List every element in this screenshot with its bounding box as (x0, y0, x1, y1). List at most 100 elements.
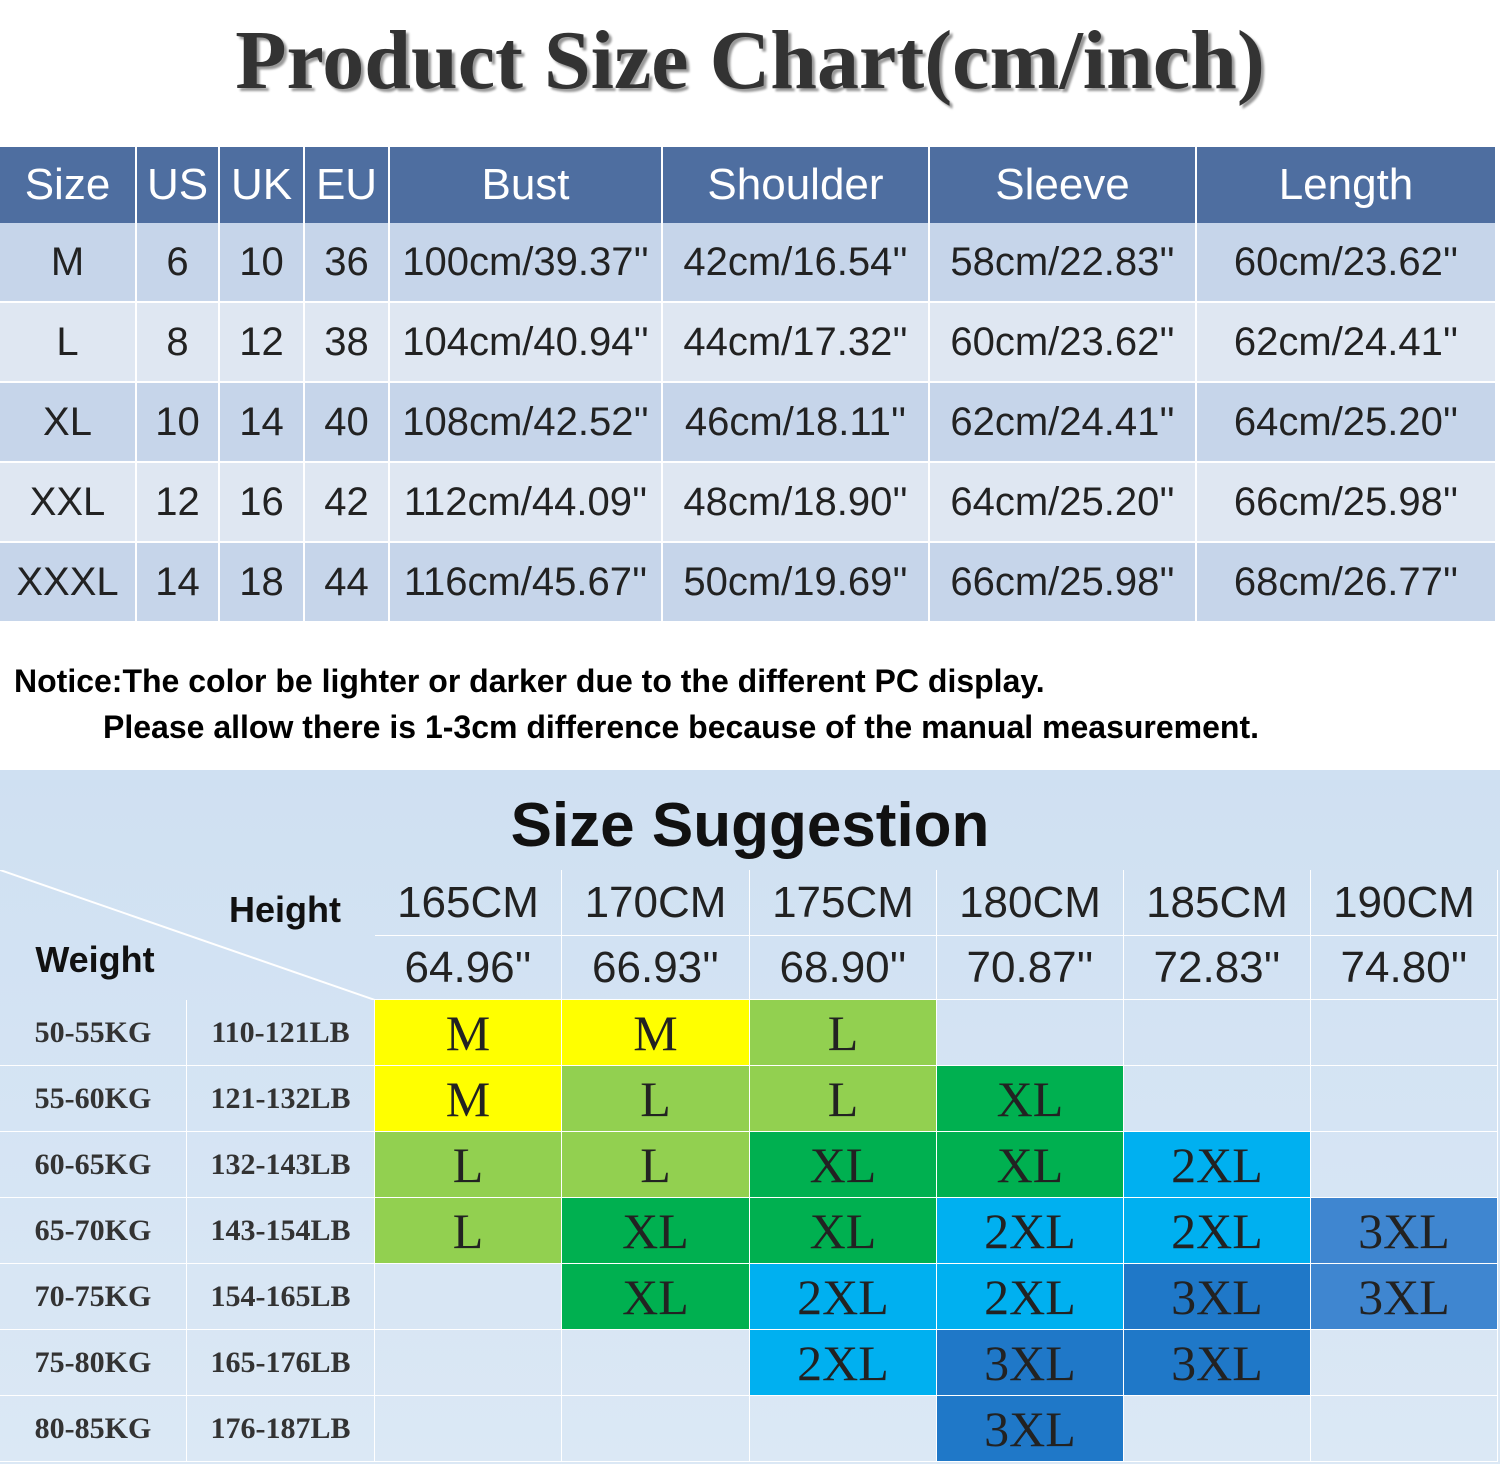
table-cell: XL (0, 383, 137, 463)
header-diagonal (0, 870, 375, 1000)
empty-cell (1311, 1066, 1498, 1132)
weight-lb: 143-154LB (187, 1198, 375, 1264)
empty-cell (1311, 1132, 1498, 1198)
notice-line: Notice:The color be lighter or darker du… (14, 662, 1045, 699)
table-cell: XXXL (0, 543, 137, 623)
table-cell: 16 (220, 463, 305, 543)
suggestion-title: Size Suggestion (510, 790, 990, 860)
size-cell: XL (562, 1198, 750, 1264)
table-cell: 18 (220, 543, 305, 623)
height-in: 74.80'' (1311, 936, 1498, 1000)
table-cell: 64cm/25.20'' (930, 463, 1197, 543)
weight-label: Weight (35, 939, 155, 980)
size-cell: 2XL (1124, 1198, 1311, 1264)
size-cell: 2XL (1124, 1132, 1311, 1198)
empty-cell (375, 1396, 562, 1462)
table-cell: 116cm/45.67'' (390, 543, 663, 623)
empty-cell (1124, 1000, 1311, 1066)
size-cell: XL (750, 1132, 937, 1198)
table-cell: 62cm/24.41'' (1197, 303, 1497, 383)
empty-cell (937, 1000, 1124, 1066)
weight-lb: 121-132LB (187, 1066, 375, 1132)
size-cell: L (750, 1066, 937, 1132)
empty-cell (750, 1396, 937, 1462)
size-cell: XL (937, 1132, 1124, 1198)
size-cell: 3XL (1311, 1264, 1498, 1330)
size-cell: 3XL (1124, 1264, 1311, 1330)
size-cell: XL (562, 1264, 750, 1330)
height-cm: 180CM (937, 870, 1124, 936)
weight-lb: 176-187LB (187, 1396, 375, 1462)
table-cell: 44 (305, 543, 390, 623)
table-cell: 14 (137, 543, 220, 623)
weight-lb: 165-176LB (187, 1330, 375, 1396)
height-in: 68.90'' (750, 936, 937, 1000)
size-cell: XL (750, 1198, 937, 1264)
size-cell: M (562, 1000, 750, 1066)
size-cell: 2XL (937, 1198, 1124, 1264)
height-in: 72.83'' (1124, 936, 1311, 1000)
empty-cell (1124, 1066, 1311, 1132)
table-cell: 100cm/39.37'' (390, 223, 663, 303)
size-cell: L (562, 1132, 750, 1198)
weight-lb: 132-143LB (187, 1132, 375, 1198)
height-cm: 185CM (1124, 870, 1311, 936)
table-cell: 44cm/17.32'' (663, 303, 930, 383)
table-cell: 46cm/18.11'' (663, 383, 930, 463)
weight-kg: 75-80KG (0, 1330, 187, 1396)
page-title: Product Size Chart(cm/inch) (235, 13, 1265, 107)
table-cell: 66cm/25.98'' (930, 543, 1197, 623)
height-cm: 170CM (562, 870, 750, 936)
table-cell: 58cm/22.83'' (930, 223, 1197, 303)
table-cell: 50cm/19.69'' (663, 543, 930, 623)
table-cell: 6 (137, 223, 220, 303)
table-cell: 48cm/18.90'' (663, 463, 930, 543)
size-cell: L (375, 1132, 562, 1198)
table-cell: 112cm/44.09'' (390, 463, 663, 543)
height-in: 64.96'' (375, 936, 562, 1000)
empty-cell (562, 1396, 750, 1462)
table-cell: 40 (305, 383, 390, 463)
table-cell: 12 (137, 463, 220, 543)
table-cell: 108cm/42.52'' (390, 383, 663, 463)
weight-kg: 80-85KG (0, 1396, 187, 1462)
empty-cell (1311, 1396, 1498, 1462)
table-cell: 66cm/25.98'' (1197, 463, 1497, 543)
header-cell: Shoulder (663, 147, 930, 223)
table-cell: XXL (0, 463, 137, 543)
notice-line: Please allow there is 1-3cm difference b… (103, 708, 1260, 745)
empty-cell (375, 1264, 562, 1330)
weight-kg: 65-70KG (0, 1198, 187, 1264)
table-cell: 62cm/24.41'' (930, 383, 1197, 463)
table-cell: 12 (220, 303, 305, 383)
table-cell: 14 (220, 383, 305, 463)
height-in: 70.87'' (937, 936, 1124, 1000)
table-cell: 36 (305, 223, 390, 303)
size-cell: 2XL (750, 1264, 937, 1330)
header-cell: Length (1197, 147, 1497, 223)
height-cm: 165CM (375, 870, 562, 936)
empty-cell (1311, 1330, 1498, 1396)
table-cell: M (0, 223, 137, 303)
size-cell: L (750, 1000, 937, 1066)
table-cell: 10 (220, 223, 305, 303)
weight-kg: 50-55KG (0, 1000, 187, 1066)
height-label: Height (229, 889, 341, 930)
table-cell: L (0, 303, 137, 383)
size-cell: L (375, 1198, 562, 1264)
height-in: 66.93'' (562, 936, 750, 1000)
table-cell: 42 (305, 463, 390, 543)
size-cell: 3XL (1311, 1198, 1498, 1264)
table-cell: 68cm/26.77'' (1197, 543, 1497, 623)
size-cell: 3XL (937, 1396, 1124, 1462)
height-cm: 190CM (1311, 870, 1498, 936)
table-cell: 42cm/16.54'' (663, 223, 930, 303)
empty-cell (1124, 1396, 1311, 1462)
size-cell: 3XL (937, 1330, 1124, 1396)
table-cell: 104cm/40.94'' (390, 303, 663, 383)
table-cell: 60cm/23.62'' (1197, 223, 1497, 303)
header-cell: Sleeve (930, 147, 1197, 223)
table-cell: 60cm/23.62'' (930, 303, 1197, 383)
weight-kg: 55-60KG (0, 1066, 187, 1132)
empty-cell (1311, 1000, 1498, 1066)
